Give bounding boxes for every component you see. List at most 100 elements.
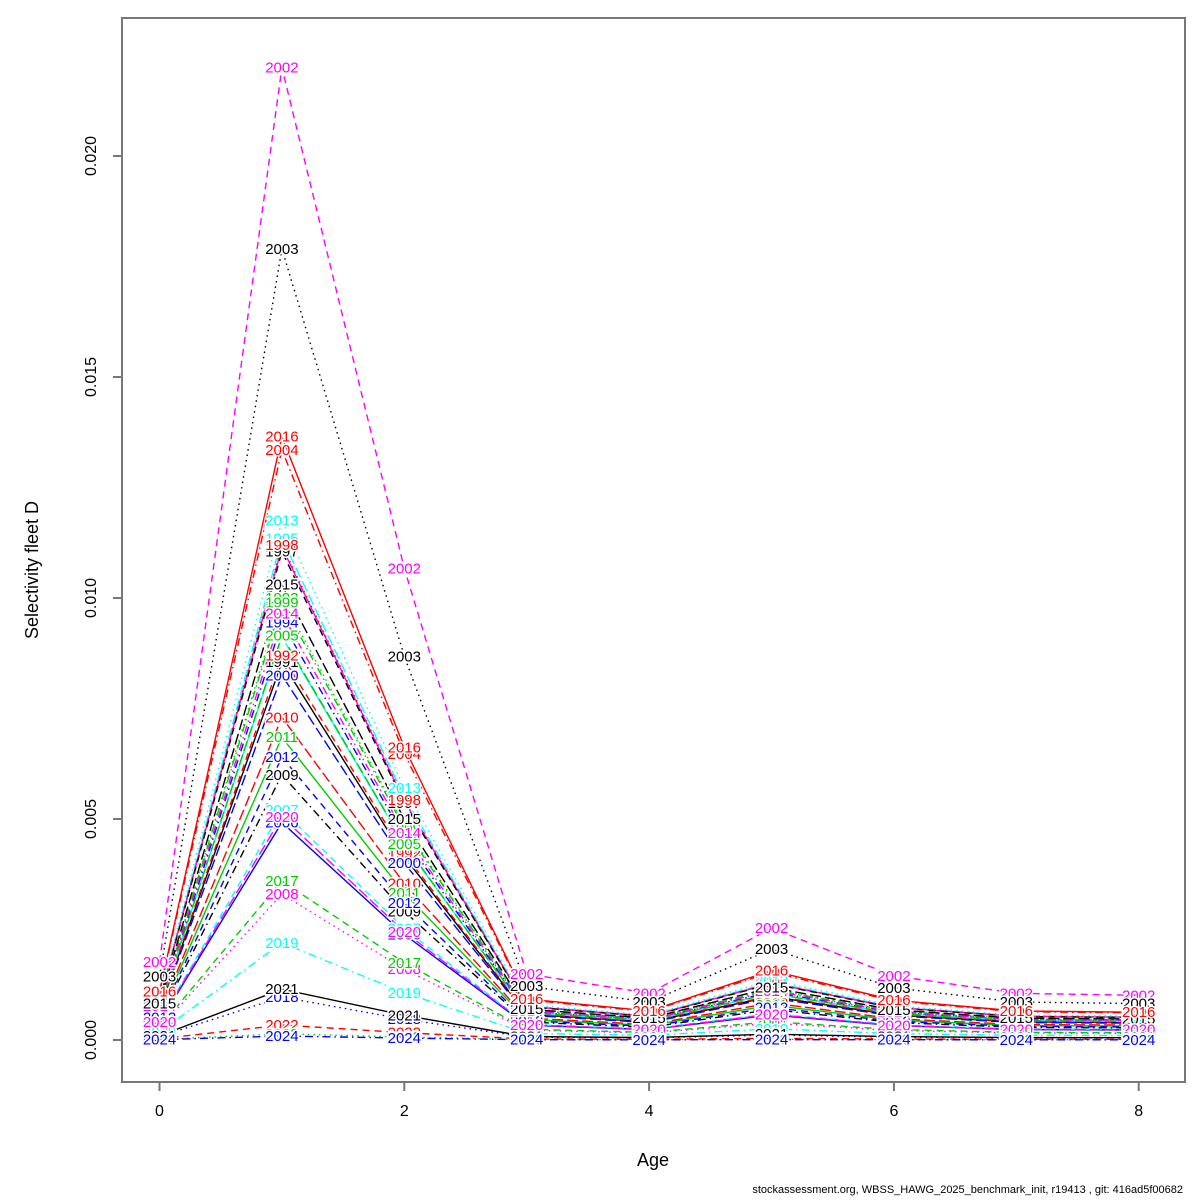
year-point-label-2019: 2019 — [632, 1027, 665, 1044]
year-point-label-2004: 2004 — [388, 746, 421, 763]
year-point-label-2001: 2001 — [510, 1005, 543, 1022]
year-point-label-2024: 2024 — [1000, 1032, 1033, 1049]
year-point-label-2003: 2003 — [877, 980, 910, 997]
year-point-label-2001: 2001 — [143, 1000, 176, 1017]
year-point-label-2020: 2020 — [877, 1017, 910, 1034]
year-point-label-2020: 2020 — [632, 1021, 665, 1038]
year-point-label-2021: 2021 — [632, 1030, 665, 1047]
year-point-label-2012: 2012 — [1122, 1019, 1155, 1036]
year-point-label-1997: 1997 — [755, 976, 788, 993]
year-point-label-2008: 2008 — [1122, 1025, 1155, 1042]
year-point-label-2021: 2021 — [265, 981, 298, 998]
year-point-label-2019: 2019 — [388, 985, 421, 1002]
year-point-label-2006: 2006 — [265, 815, 298, 832]
year-point-label-2023: 2023 — [388, 1029, 421, 1046]
year-point-label-2010: 2010 — [632, 1017, 665, 1034]
year-point-label-1996: 1996 — [143, 993, 176, 1010]
year-point-label-1991: 1991 — [632, 1014, 665, 1031]
year-point-label-1997: 1997 — [877, 1000, 910, 1017]
year-point-label-2020: 2020 — [755, 1006, 788, 1023]
year-point-label-2001: 2001 — [1122, 1013, 1155, 1030]
year-point-label-2018: 2018 — [143, 1029, 176, 1046]
series-line-1996 — [158, 545, 1139, 1018]
year-point-label-2004: 2004 — [877, 993, 910, 1010]
year-point-label-2004: 2004 — [755, 964, 788, 981]
year-point-label-2008: 2008 — [510, 1022, 543, 1039]
series-line-1995 — [158, 536, 1139, 1018]
year-point-label-1999: 1999 — [388, 820, 421, 837]
series-line-1991 — [158, 660, 1139, 1024]
year-point-label-2023: 2023 — [1122, 1032, 1155, 1049]
series-line-2024 — [159, 1035, 1139, 1041]
year-point-label-2024: 2024 — [755, 1032, 788, 1049]
year-point-label-2001: 2001 — [388, 837, 421, 854]
year-point-label-1992: 1992 — [1122, 1014, 1155, 1031]
year-point-label-1999: 1999 — [1122, 1012, 1155, 1029]
y-tick-label: 0.000 — [83, 1020, 100, 1060]
series-line-1993 — [158, 596, 1139, 1021]
year-point-label-2020: 2020 — [1000, 1021, 1033, 1038]
year-point-label-1992: 1992 — [755, 988, 788, 1005]
year-point-label-1993: 1993 — [143, 997, 176, 1014]
year-point-label-2020: 2020 — [510, 1017, 543, 1034]
year-point-label-2021: 2021 — [510, 1029, 543, 1046]
year-point-label-2015: 2015 — [143, 996, 176, 1013]
footer-attribution: stockassessment.org, WBSS_HAWG_2025_benc… — [752, 1184, 1183, 1196]
year-point-label-2013: 2013 — [388, 780, 421, 797]
year-point-label-2024: 2024 — [510, 1032, 543, 1049]
year-point-label-1996: 1996 — [1122, 1009, 1155, 1026]
year-point-label-1992: 1992 — [1000, 1014, 1033, 1031]
year-point-label-2003: 2003 — [510, 978, 543, 995]
year-point-label-2017: 2017 — [1000, 1024, 1033, 1041]
year-point-label-2014: 2014 — [1000, 1012, 1033, 1029]
year-point-label-2002: 2002 — [265, 60, 298, 77]
year-point-label-2010: 2010 — [755, 995, 788, 1012]
year-point-label-2007: 2007 — [632, 1021, 665, 1038]
year-point-label-2008: 2008 — [755, 1015, 788, 1032]
year-point-label-1994: 1994 — [265, 614, 298, 631]
year-point-label-2003: 2003 — [265, 241, 298, 258]
year-point-label-2008: 2008 — [388, 961, 421, 978]
year-point-label-2015: 2015 — [388, 811, 421, 828]
year-point-label-1995: 1995 — [1122, 1009, 1155, 1026]
year-point-label-2010: 2010 — [510, 1010, 543, 1027]
year-point-label-2005: 2005 — [1122, 1013, 1155, 1030]
year-point-label-2018: 2018 — [1122, 1030, 1155, 1047]
year-point-label-2002: 2002 — [877, 968, 910, 985]
year-point-label-1999: 1999 — [1000, 1011, 1033, 1028]
year-point-label-2008: 2008 — [877, 1022, 910, 1039]
year-point-label-2005: 2005 — [632, 1013, 665, 1030]
year-point-label-1999: 1999 — [265, 594, 298, 611]
year-point-label-2019: 2019 — [755, 1021, 788, 1038]
series-line-2019 — [159, 942, 1139, 1037]
year-point-label-1995: 1995 — [265, 530, 298, 547]
year-point-label-2005: 2005 — [877, 1005, 910, 1022]
year-point-label-2021: 2021 — [1122, 1030, 1155, 1047]
year-point-label-2003: 2003 — [1000, 994, 1033, 1011]
year-point-label-2002: 2002 — [1000, 985, 1033, 1002]
year-point-label-2008: 2008 — [632, 1025, 665, 1042]
year-point-label-1999: 1999 — [632, 1011, 665, 1028]
year-point-label-1998: 1998 — [265, 537, 298, 554]
year-point-label-2016: 2016 — [1000, 1003, 1033, 1020]
year-point-label-2016: 2016 — [388, 739, 421, 756]
year-point-label-2001: 2001 — [1000, 1013, 1033, 1030]
year-point-label-2002: 2002 — [632, 985, 665, 1002]
year-point-label-2010: 2010 — [388, 876, 421, 893]
year-point-label-1996: 1996 — [388, 793, 421, 810]
year-point-label-2005: 2005 — [1000, 1013, 1033, 1030]
year-point-label-2007: 2007 — [510, 1016, 543, 1033]
year-point-label-2013: 2013 — [143, 991, 176, 1008]
year-point-label-2002: 2002 — [388, 560, 421, 577]
year-point-label-2006: 2006 — [1000, 1022, 1033, 1039]
y-tick-label: 0.005 — [83, 799, 100, 839]
year-point-label-2021: 2021 — [877, 1029, 910, 1046]
year-point-label-1997: 1997 — [1000, 1009, 1033, 1026]
year-point-label-2023: 2023 — [877, 1032, 910, 1049]
year-point-label-2003: 2003 — [632, 994, 665, 1011]
series-line-1992 — [158, 653, 1139, 1023]
year-point-label-2012: 2012 — [1000, 1018, 1033, 1035]
year-point-label-2000: 2000 — [265, 667, 298, 684]
series-line-2008 — [158, 893, 1139, 1035]
year-point-label-2021: 2021 — [755, 1026, 788, 1043]
